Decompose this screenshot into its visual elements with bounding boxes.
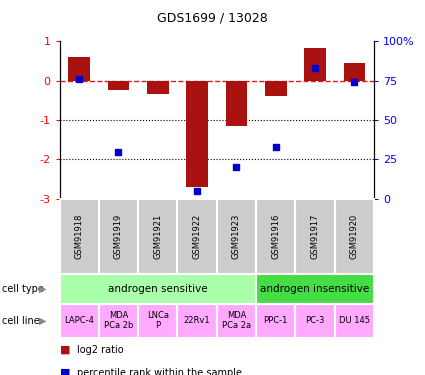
- Text: GSM91920: GSM91920: [350, 214, 359, 259]
- Bar: [60, 199, 99, 274]
- Bar: [304, 48, 326, 81]
- Bar: [343, 63, 365, 81]
- Text: PPC-1: PPC-1: [264, 316, 288, 325]
- Bar: [68, 57, 90, 81]
- Bar: [178, 304, 217, 338]
- Text: MDA
PCa 2b: MDA PCa 2b: [104, 311, 133, 330]
- Text: LNCa
P: LNCa P: [147, 311, 169, 330]
- Bar: [186, 81, 208, 187]
- Bar: [335, 304, 374, 338]
- Text: DU 145: DU 145: [339, 316, 370, 325]
- Text: GSM91922: GSM91922: [193, 214, 201, 259]
- Bar: [60, 304, 99, 338]
- Text: GSM91917: GSM91917: [311, 214, 320, 259]
- Bar: [295, 199, 335, 274]
- Bar: [226, 81, 247, 126]
- Bar: [256, 304, 295, 338]
- Bar: [335, 199, 374, 274]
- Bar: [99, 199, 138, 274]
- Bar: [217, 199, 256, 274]
- Bar: [256, 199, 295, 274]
- Text: GSM91918: GSM91918: [75, 214, 84, 259]
- Text: ▶: ▶: [39, 316, 46, 326]
- Bar: [60, 274, 256, 304]
- Bar: [99, 304, 138, 338]
- Text: GSM91921: GSM91921: [153, 214, 162, 259]
- Bar: [108, 81, 129, 90]
- Text: cell type: cell type: [2, 284, 44, 294]
- Bar: [138, 199, 178, 274]
- Text: GDS1699 / 13028: GDS1699 / 13028: [157, 11, 268, 24]
- Text: GSM91916: GSM91916: [271, 214, 280, 259]
- Text: LAPC-4: LAPC-4: [64, 316, 94, 325]
- Text: ■: ■: [60, 345, 70, 355]
- Bar: [295, 304, 335, 338]
- Text: 22Rv1: 22Rv1: [184, 316, 210, 325]
- Bar: [265, 81, 286, 96]
- Text: percentile rank within the sample: percentile rank within the sample: [76, 368, 241, 375]
- Text: MDA
PCa 2a: MDA PCa 2a: [222, 311, 251, 330]
- Text: GSM91923: GSM91923: [232, 214, 241, 259]
- Text: PC-3: PC-3: [305, 316, 325, 325]
- Bar: [147, 81, 169, 94]
- Text: androgen insensitive: androgen insensitive: [261, 284, 370, 294]
- Bar: [217, 304, 256, 338]
- Text: log2 ratio: log2 ratio: [76, 345, 123, 355]
- Text: ■: ■: [60, 368, 70, 375]
- Text: GSM91919: GSM91919: [114, 214, 123, 259]
- Bar: [256, 274, 374, 304]
- Text: cell line: cell line: [2, 316, 40, 326]
- Text: androgen sensitive: androgen sensitive: [108, 284, 207, 294]
- Bar: [178, 199, 217, 274]
- Text: ▶: ▶: [39, 284, 46, 294]
- Bar: [138, 304, 178, 338]
